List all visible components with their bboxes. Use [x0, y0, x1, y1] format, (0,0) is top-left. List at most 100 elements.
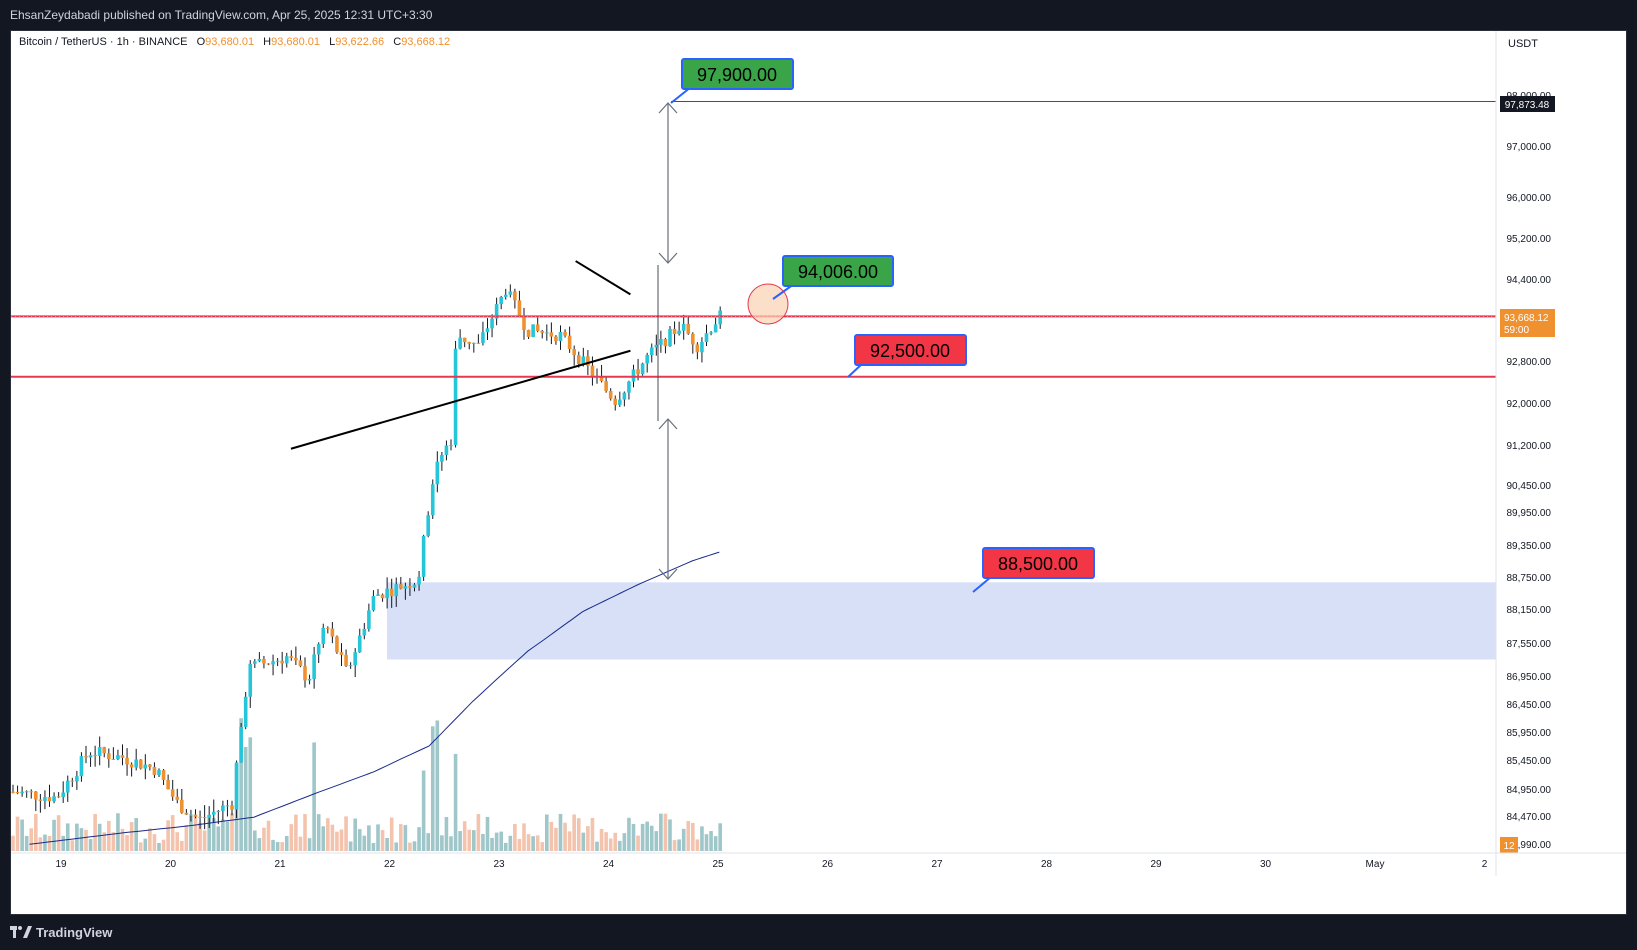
volume-bar [576, 818, 581, 851]
candle-body [353, 652, 357, 666]
candle-body [385, 588, 389, 599]
candle-body [700, 342, 704, 353]
time-axis[interactable]: 19 20 21 22 23 24 25 26 27 28 29 30 May 2 [55, 859, 1487, 870]
candle-body [266, 663, 271, 665]
volume-bar [649, 825, 654, 851]
volume-bar [476, 814, 481, 851]
triangle-lower-trendline[interactable] [290, 349, 631, 450]
candle-body [485, 328, 490, 333]
volume-bar [494, 832, 499, 851]
volume-bar [554, 827, 558, 851]
triangle-upper-trendline[interactable] [575, 260, 631, 296]
candle-body [143, 764, 148, 769]
currency-label[interactable]: USDT [1508, 38, 1538, 50]
candle-body [180, 799, 184, 813]
price-label-92500[interactable]: 92,500.00 [847, 334, 967, 378]
volume-bar [202, 830, 207, 851]
price-tag-last[interactable]: 93,668.12 59:00 [1500, 309, 1555, 337]
volume-bar [239, 718, 243, 851]
volume-bar [663, 813, 668, 851]
price-chart[interactable]: 97,900.00 94,006.00 92,500.00 88,500.00 … [11, 31, 1626, 914]
candle-body [659, 338, 663, 345]
price-label-94006[interactable]: 94,006.00 [772, 255, 894, 300]
volume-bar [545, 814, 549, 851]
candle-body [271, 661, 275, 665]
candle-body [312, 654, 316, 679]
volume-bar [618, 840, 622, 851]
volume-bar [681, 828, 686, 851]
volume-bar [426, 833, 430, 851]
candle-body [517, 300, 522, 317]
candle-body [576, 355, 581, 365]
candle-body [467, 342, 472, 344]
price-label-88500[interactable]: 88,500.00 [972, 547, 1095, 593]
candle-body [56, 796, 61, 798]
volume-bar [330, 824, 335, 851]
candle-body [257, 658, 262, 662]
candle-body [79, 756, 84, 777]
footer-brand: TradingView [36, 925, 113, 940]
volume-bar [180, 840, 184, 851]
moving-average-line [29, 551, 720, 845]
candle-body [403, 586, 408, 589]
price-tick-label: 88,150.00 [1507, 605, 1552, 616]
volume-bar [399, 824, 403, 851]
candle-body [93, 755, 97, 757]
candle-body [567, 335, 572, 350]
volume-bar [211, 818, 216, 851]
candle-body [563, 331, 567, 336]
volume-bar [93, 813, 97, 851]
price-tick-label: 85,450.00 [1507, 756, 1552, 767]
volume-bar [134, 818, 138, 851]
publisher-line: EhsanZeydabadi published on TradingView.… [10, 8, 433, 22]
candle-body [303, 666, 307, 681]
volume-bar [79, 828, 84, 851]
volume-bar [65, 823, 70, 851]
svg-text:12: 12 [1503, 841, 1515, 852]
chart-frame[interactable]: 97,900.00 94,006.00 92,500.00 88,500.00 … [10, 30, 1627, 915]
high-value: 93,680.01 [271, 36, 320, 48]
volume-bar [449, 836, 453, 851]
demand-zone[interactable] [387, 582, 1496, 660]
volume-bar [303, 814, 307, 851]
volume-bar [24, 835, 29, 851]
breakout-highlight-circle[interactable] [747, 283, 789, 325]
volume-bar [535, 835, 540, 851]
candle-body [421, 535, 426, 577]
volume-bar [221, 819, 225, 851]
volume-bar [70, 840, 75, 851]
volume-bar [312, 742, 316, 851]
candle-body [691, 333, 695, 345]
candle-body [581, 356, 586, 365]
volume-bar [563, 822, 567, 851]
price-label-97900[interactable]: 97,900.00 [670, 58, 794, 104]
candle-body [649, 347, 654, 356]
volume-bar [522, 823, 526, 851]
symbol-legend[interactable]: Bitcoin / TetherUS · 1h · BINANCE O93,68… [19, 36, 450, 48]
price-tick-label: 92,800.00 [1507, 357, 1552, 368]
svg-text:97,873.48: 97,873.48 [1505, 100, 1550, 111]
candle-body [175, 796, 180, 800]
volume-bar [344, 816, 348, 851]
volume-bar [321, 826, 326, 851]
price-tag-target[interactable]: 97,873.48 [1500, 96, 1555, 112]
volume-bar [499, 831, 503, 851]
candle-body [43, 797, 47, 801]
candle-body [453, 348, 458, 446]
candles [11, 284, 722, 830]
volume-bar [362, 835, 367, 851]
measured-move-arrow-down[interactable] [658, 418, 678, 580]
volume-bar [11, 835, 15, 851]
volume-bar [481, 833, 485, 851]
volume-bar [462, 821, 467, 851]
measured-move-arrow-up[interactable] [658, 102, 678, 264]
candle-body [116, 755, 120, 760]
tradingview-logo[interactable]: TradingView [10, 925, 112, 940]
candle-body [545, 332, 549, 334]
price-label-text: 88,500.00 [998, 554, 1078, 574]
volume-bar [353, 818, 357, 851]
candle-body [367, 610, 371, 629]
candle-body [704, 333, 709, 343]
price-axis[interactable]: 98,000.0097,000.0096,000.0095,200.0094,4… [1507, 91, 1552, 851]
candle-body [426, 515, 430, 536]
